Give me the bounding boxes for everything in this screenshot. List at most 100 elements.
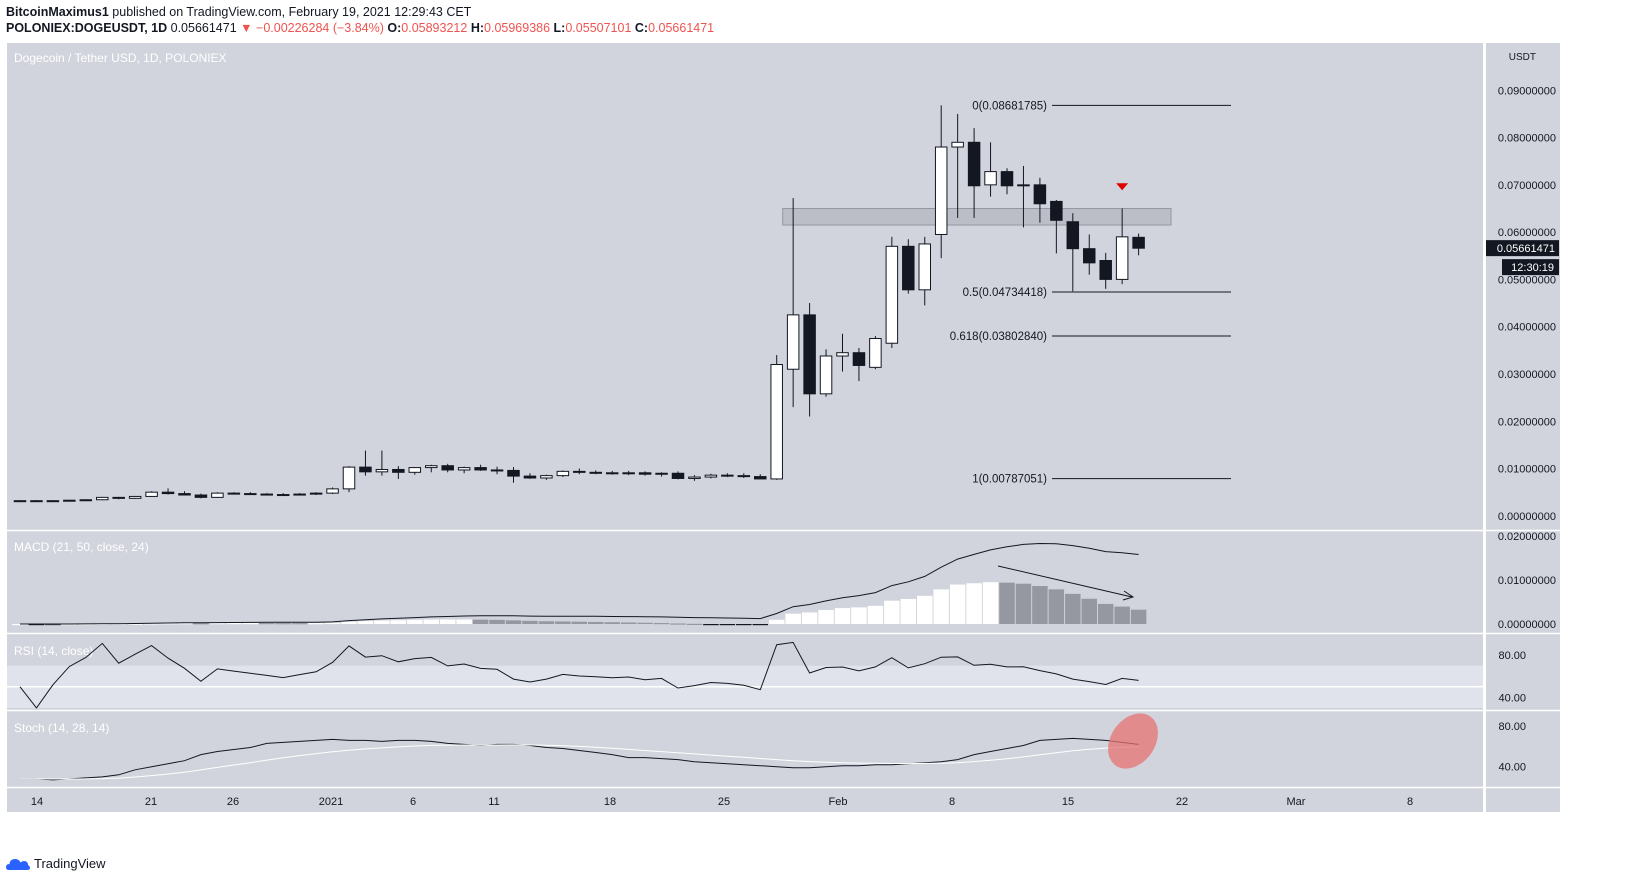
macd-histogram-bar	[472, 619, 489, 624]
macd-histogram-bar	[423, 619, 439, 624]
candle-up	[145, 491, 158, 497]
macd-histogram-bar	[12, 624, 28, 626]
candle-down	[737, 475, 751, 478]
fib-level-label: 1(0.00787051)	[972, 474, 1047, 486]
price-change: −0.00226284 (−3.84%)	[256, 21, 384, 35]
tradingview-cloud-icon	[6, 858, 30, 870]
candle-down	[227, 492, 241, 495]
candle-down	[490, 469, 504, 472]
candle-down	[1050, 200, 1063, 221]
candle-down	[573, 470, 586, 473]
price-axis-tick: 0.08000000	[1498, 133, 1556, 145]
time-axis-tick: 25	[718, 796, 730, 808]
candle-up	[13, 500, 27, 503]
candle-up	[786, 314, 800, 370]
stoch-axis-tick: 80.00	[1498, 721, 1526, 733]
candle-up	[342, 466, 356, 490]
macd-histogram-bar	[620, 622, 637, 624]
price-pane-title: Dogecoin / Tether USD, 1D, POLONIEX	[14, 51, 227, 65]
price-axis-tick: 0.06000000	[1498, 227, 1556, 239]
macd-histogram-bar	[1032, 586, 1048, 624]
red-arrow-marker	[1116, 183, 1129, 191]
candle-down	[474, 467, 487, 471]
candle-down	[1033, 184, 1047, 205]
macd-histogram-bar	[933, 589, 949, 624]
time-axis-tick: 21	[145, 796, 157, 808]
macd-histogram-bar	[966, 583, 982, 624]
candle-up	[556, 470, 570, 477]
stoch-highlight-ellipse	[1108, 713, 1158, 769]
price-axis-tick: 0.05000000	[1498, 274, 1556, 286]
price-axis-tick: 0.00000000	[1498, 511, 1556, 523]
candle-down	[244, 493, 257, 496]
macd-axis-tick: 0.01000000	[1498, 575, 1556, 587]
macd-histogram-bar	[703, 624, 719, 626]
candle-down	[276, 494, 290, 497]
macd-histogram-bar	[259, 623, 275, 625]
macd-histogram-bar	[439, 619, 456, 624]
fib-level-label: 0(0.08681785)	[972, 100, 1047, 112]
macd-histogram-bar	[209, 623, 226, 625]
macd-histogram-bar	[127, 623, 143, 625]
macd-histogram-bar	[736, 624, 752, 626]
close-label: C:	[634, 21, 649, 35]
macd-histogram-bar	[374, 620, 390, 624]
macd-histogram-bar	[45, 624, 61, 626]
time-axis-tick: 6	[410, 796, 416, 808]
candle-down	[523, 475, 537, 479]
candle-up	[655, 472, 668, 475]
author-name[interactable]: BitcoinMaximus1	[6, 5, 109, 19]
price-axis-tick: 0.03000000	[1498, 369, 1556, 381]
macd-histogram-bar	[999, 582, 1015, 624]
macd-histogram-bar	[949, 584, 966, 624]
time-axis-tick: 22	[1176, 796, 1188, 808]
candle-down	[194, 494, 208, 498]
candle-down	[441, 465, 454, 471]
rsi-axis-tick: 80.00	[1498, 650, 1526, 662]
candle-up	[836, 352, 849, 357]
macd-histogram-bar	[226, 622, 242, 625]
stoch-k-line	[20, 737, 1139, 781]
fib-level-label: 0.5(0.04734418)	[963, 287, 1048, 299]
candle-up	[885, 245, 899, 344]
candle-down	[30, 500, 43, 503]
candle-up	[704, 474, 718, 478]
macd-histogram-bar	[1081, 598, 1097, 624]
price-axis-tick: 0.02000000	[1498, 416, 1556, 428]
price-axis-tick: 0.07000000	[1498, 180, 1556, 192]
price-axis-tick: 0.04000000	[1498, 322, 1556, 334]
candle-up	[1017, 184, 1030, 187]
macd-histogram-bar	[867, 605, 884, 624]
publish-line: BitcoinMaximus1 published on TradingView…	[6, 5, 471, 19]
macd-histogram-bar	[357, 621, 374, 624]
high-label: H:	[470, 21, 485, 35]
candle-down	[1066, 221, 1080, 250]
price-axis-tick: 0.01000000	[1498, 464, 1556, 476]
candle-down	[638, 472, 652, 475]
candle-down	[605, 472, 619, 475]
divergence-arrow-head	[1122, 590, 1135, 601]
macd-histogram-bar	[78, 623, 94, 626]
macd-histogram-bar	[851, 607, 867, 624]
candle-up	[63, 499, 76, 502]
time-axis-tick: 14	[31, 796, 43, 808]
divergence-arrow-line	[997, 565, 1133, 598]
candle-up	[770, 364, 783, 480]
candle-down	[852, 352, 866, 366]
time-axis-tick: 18	[604, 796, 616, 808]
time-axis-tick: 8	[949, 796, 955, 808]
candle-down	[260, 493, 273, 496]
time-axis-tick: 2021	[319, 796, 343, 808]
macd-pane-title: MACD (21, 50, close, 24)	[14, 540, 149, 554]
macd-histogram-bar	[505, 620, 522, 624]
low-value: 0.05507101	[565, 21, 632, 35]
resistance-zone	[782, 207, 1172, 226]
tradingview-logo[interactable]: TradingView	[6, 856, 106, 871]
ohlc-line: POLONIEX:DOGEUSDT, 1D 0.05661471 ▼ −0.00…	[6, 21, 714, 35]
macd-histogram-bar	[489, 619, 505, 624]
macd-histogram-bar	[1015, 583, 1032, 624]
candle-down	[392, 468, 405, 473]
macd-histogram-bar	[604, 622, 620, 624]
countdown-label: 12:30:19	[1511, 262, 1554, 274]
